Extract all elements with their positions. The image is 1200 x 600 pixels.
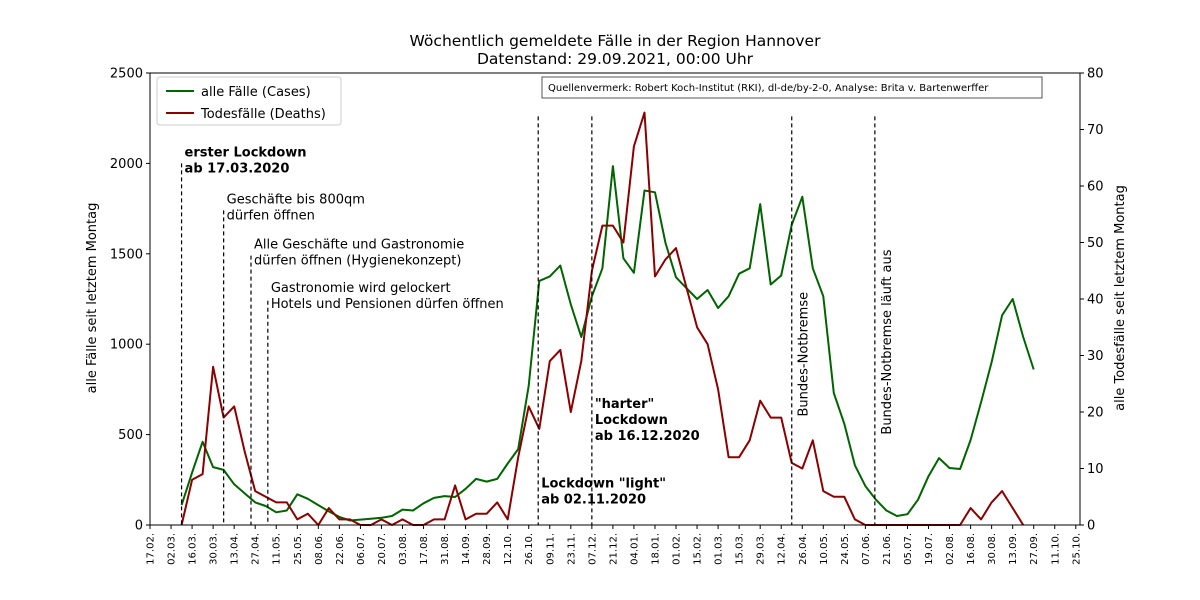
y-left-tick-label: 1500: [110, 247, 143, 262]
x-tick-label: 16.08.: [966, 533, 977, 565]
x-tick-label: 22.06.: [335, 533, 346, 565]
y-left-tick-label: 2000: [110, 157, 143, 172]
y-left-tick-label: 2500: [110, 67, 143, 82]
x-tick-label: 13.04.: [230, 533, 241, 565]
x-tick-label: 08.06.: [314, 533, 325, 565]
x-tick-label: 30.08.: [987, 533, 998, 565]
x-tick-label: 03.08.: [398, 533, 409, 565]
event-label-1-line-0: Geschäfte bis 800qm: [227, 192, 365, 207]
x-tick-label: 07.12.: [587, 533, 598, 565]
legend-cases-label: alle Fälle (Cases): [201, 85, 311, 100]
x-tick-label: 26.04.: [798, 533, 809, 565]
series-line-deaths: [180, 111, 1025, 526]
y-axis-left-label: alle Fälle seit letztem Montag: [85, 203, 100, 394]
x-tick-label: 12.10.: [503, 533, 514, 565]
legend-box: [156, 76, 342, 126]
y-right-tick-label: 50: [1087, 236, 1104, 251]
x-tick-label: 24.05.: [840, 533, 851, 565]
x-tick-label: 17.08.: [419, 533, 430, 565]
y-left-tick-label: 0: [135, 519, 143, 534]
chart-title: Wöchentlich gemeldete Fälle in der Regio…: [410, 32, 822, 50]
event-label-5-line-1: Lockdown: [595, 413, 668, 428]
x-tick-label: 01.02.: [672, 533, 683, 565]
x-tick-label: 31.08.: [440, 533, 451, 565]
x-tick-label: 25.10.: [1071, 533, 1082, 565]
y-axis-right-label: alle Todesfälle seit letztem Montag: [1113, 185, 1128, 411]
event-label-4-line-0: Lockdown "light": [541, 476, 666, 491]
x-tick-label: 15.02.: [693, 533, 704, 565]
x-tick-label: 18.01.: [650, 533, 661, 565]
x-tick-label: 17.02.: [146, 533, 157, 565]
event-label-3-line-1: Hotels und Pensionen dürfen öffnen: [271, 297, 504, 312]
x-tick-label: 11.05.: [272, 533, 283, 565]
event-label-0-line-0: erster Lockdown: [185, 145, 307, 160]
x-tick-label: 13.09.: [1008, 533, 1019, 565]
event-label-2-line-1: dürfen öffnen (Hygienekonzept): [254, 254, 461, 269]
source-note-text: Quellenvermerk: Robert Koch-Institut (RK…: [548, 83, 989, 94]
event-label-7: Bundes-Notbremse läuft aus: [880, 249, 895, 434]
event-label-3-line-0: Gastronomie wird gelockert: [271, 281, 451, 296]
x-tick-label: 21.12.: [608, 533, 619, 565]
x-tick-label: 02.08.: [945, 533, 956, 565]
x-tick-label: 15.03.: [735, 533, 746, 565]
y-left-tick-label: 1000: [110, 338, 143, 353]
x-tick-label: 12.04.: [777, 533, 788, 565]
x-tick-label: 02.03.: [167, 533, 178, 565]
event-label-5-line-2: ab 16.12.2020: [595, 429, 700, 444]
y-right-tick-label: 70: [1087, 123, 1104, 138]
x-tick-label: 27.09.: [1029, 533, 1040, 565]
x-tick-label: 23.11.: [566, 533, 577, 565]
x-tick-label: 26.10.: [524, 533, 535, 565]
event-label-5-line-0: "harter": [595, 397, 654, 412]
x-tick-label: 27.04.: [251, 533, 262, 565]
x-tick-label: 14.09.: [461, 533, 472, 565]
event-label-6: Bundes-Notbremse: [797, 292, 812, 417]
source-note: Quellenvermerk: Robert Koch-Institut (RK…: [541, 76, 1043, 99]
event-label-0-line-1: ab 17.03.2020: [185, 161, 290, 176]
x-tick-label: 19.07.: [924, 533, 935, 565]
x-tick-label: 28.09.: [482, 533, 493, 565]
x-tick-label: 16.03.: [188, 533, 199, 565]
x-tick-label: 01.03.: [714, 533, 725, 565]
x-tick-label: 30.03.: [209, 533, 220, 565]
x-tick-label: 20.07.: [377, 533, 388, 565]
x-tick-label: 10.05.: [819, 533, 830, 565]
x-tick-label: 21.06.: [882, 533, 893, 565]
x-tick-label: 09.11.: [545, 533, 556, 565]
x-tick-label: 06.07.: [356, 533, 367, 565]
event-label-4-line-1: ab 02.11.2020: [541, 492, 646, 507]
y-right-tick-label: 60: [1087, 180, 1104, 195]
y-right-tick-label: 0: [1087, 519, 1095, 534]
y-right-tick-label: 30: [1087, 349, 1104, 364]
chart-subtitle: Datenstand: 29.09.2021, 00:00 Uhr: [477, 50, 754, 68]
event-label-2-line-0: Alle Geschäfte und Gastronomie: [254, 238, 464, 253]
y-left-tick-label: 500: [118, 428, 143, 443]
y-right-tick-label: 80: [1087, 67, 1104, 82]
y-right-tick-label: 20: [1087, 406, 1104, 421]
x-tick-label: 25.05.: [293, 533, 304, 565]
x-tick-label: 11.10.: [1050, 533, 1061, 565]
source-note-box: [541, 76, 1043, 99]
x-tick-label: 04.01.: [629, 533, 640, 565]
y-right-tick-label: 10: [1087, 462, 1104, 477]
legend: alle Fälle (Cases) Todesfälle (Deaths): [156, 76, 342, 126]
y-right-tick-label: 40: [1087, 293, 1104, 308]
x-tick-label: 29.03.: [756, 533, 767, 565]
legend-deaths-label: Todesfälle (Deaths): [200, 107, 326, 122]
event-label-1-line-1: dürfen öffnen: [227, 208, 315, 223]
x-tick-label: 07.06.: [861, 533, 872, 565]
series-line-cases: [180, 165, 1035, 522]
x-tick-label: 05.07.: [903, 533, 914, 565]
